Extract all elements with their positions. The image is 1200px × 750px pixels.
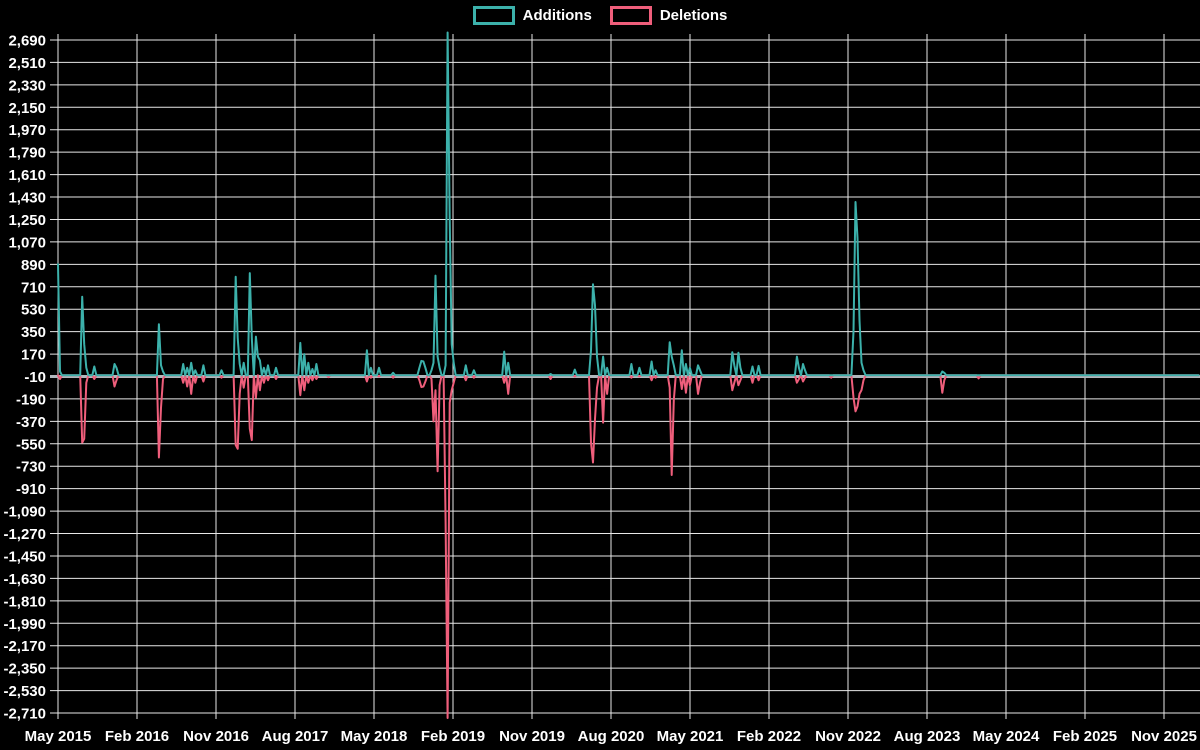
legend-item-additions[interactable]: Additions bbox=[472, 6, 592, 25]
y-tick-label: -730 bbox=[16, 459, 46, 476]
y-tick-label: -370 bbox=[16, 414, 46, 431]
y-tick-label: 1,610 bbox=[8, 167, 46, 184]
y-tick-label: 1,430 bbox=[8, 190, 46, 207]
additions-line bbox=[57, 31, 1200, 377]
y-tick-label: 170 bbox=[21, 347, 46, 364]
y-tick-label: 890 bbox=[21, 257, 46, 274]
deletions-swatch-icon bbox=[609, 6, 652, 25]
y-tick-label: 1,250 bbox=[8, 212, 46, 229]
x-tick-label: Aug 2017 bbox=[262, 728, 329, 745]
y-tick-label: 2,330 bbox=[8, 77, 46, 94]
y-tick-label: -1,090 bbox=[3, 504, 46, 521]
y-tick-label: 530 bbox=[21, 302, 46, 319]
chart-legend: Additions Deletions bbox=[0, 6, 1200, 25]
y-tick-label: -1,630 bbox=[3, 571, 46, 588]
deletions-line bbox=[57, 374, 1200, 719]
y-tick-label: 350 bbox=[21, 324, 46, 341]
additions-swatch-icon bbox=[472, 6, 515, 25]
x-tick-label: May 2024 bbox=[973, 728, 1040, 745]
y-tick-label: -2,170 bbox=[3, 638, 46, 655]
y-tick-label: -190 bbox=[16, 391, 46, 408]
x-tick-label: Feb 2022 bbox=[737, 728, 801, 745]
legend-label-deletions: Deletions bbox=[659, 7, 728, 24]
x-tick-label: May 2015 bbox=[25, 728, 92, 745]
y-tick-label: -1,810 bbox=[3, 593, 46, 610]
x-tick-label: Nov 2016 bbox=[183, 728, 249, 745]
x-tick-label: Feb 2016 bbox=[105, 728, 169, 745]
x-tick-label: Aug 2020 bbox=[578, 728, 645, 745]
legend-item-deletions[interactable]: Deletions bbox=[609, 6, 728, 25]
y-tick-label: 710 bbox=[21, 279, 46, 296]
x-tick-label: Feb 2025 bbox=[1053, 728, 1117, 745]
y-tick-label: -10 bbox=[24, 369, 46, 386]
y-tick-label: -1,270 bbox=[3, 526, 46, 543]
x-tick-label: Nov 2025 bbox=[1131, 728, 1197, 745]
x-tick-label: May 2018 bbox=[341, 728, 408, 745]
y-tick-label: 1,790 bbox=[8, 145, 46, 162]
y-tick-label: -2,710 bbox=[3, 706, 46, 723]
y-tick-label: 2,690 bbox=[8, 33, 46, 50]
y-tick-label: -1,450 bbox=[3, 548, 46, 565]
legend-label-additions: Additions bbox=[522, 7, 592, 24]
y-tick-label: -1,990 bbox=[3, 616, 46, 633]
y-tick-label: -2,530 bbox=[3, 683, 46, 700]
y-tick-label: 2,510 bbox=[8, 55, 46, 72]
y-tick-label: 2,150 bbox=[8, 100, 46, 117]
x-tick-label: Nov 2019 bbox=[499, 728, 565, 745]
y-tick-label: -910 bbox=[16, 481, 46, 498]
x-tick-label: Feb 2019 bbox=[421, 728, 485, 745]
x-tick-label: Nov 2022 bbox=[815, 728, 881, 745]
y-tick-label: 1,070 bbox=[8, 234, 46, 251]
x-tick-label: Aug 2023 bbox=[894, 728, 961, 745]
y-tick-label: -550 bbox=[16, 436, 46, 453]
y-tick-label: 1,970 bbox=[8, 122, 46, 139]
x-tick-label: May 2021 bbox=[657, 728, 724, 745]
y-tick-label: -2,350 bbox=[3, 661, 46, 678]
